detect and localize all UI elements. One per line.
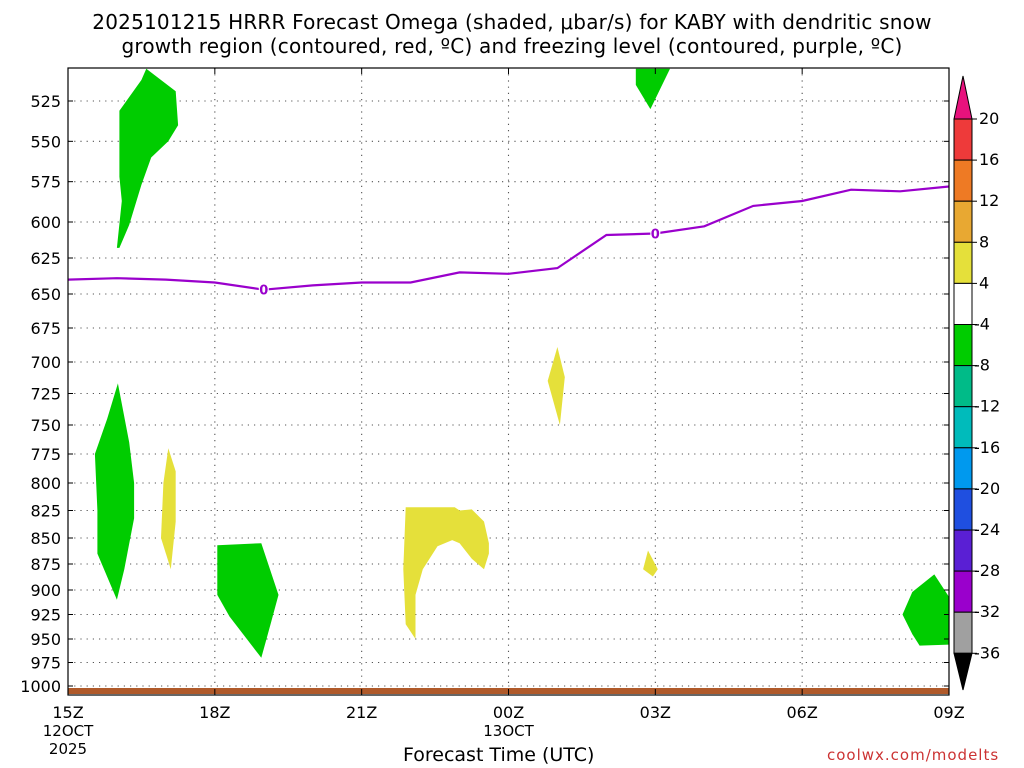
colorbar-segment xyxy=(953,159,973,202)
omega-shading xyxy=(94,68,949,658)
omega-region-green xyxy=(902,574,949,646)
colorbar-segment xyxy=(953,118,973,161)
y-tick-label: 875 xyxy=(30,555,61,574)
freezing-level-label-bg xyxy=(258,282,269,297)
freezing-level-label-bg xyxy=(650,226,661,241)
colorbar-label: 8 xyxy=(979,232,989,251)
y-tick-label: 750 xyxy=(30,416,61,435)
omega-region-green xyxy=(94,383,135,600)
colorbar-bottom-arrow xyxy=(953,652,973,691)
x-tick-label: 09Z xyxy=(933,703,964,722)
omega-region-green xyxy=(635,68,670,110)
omega-region-yellow xyxy=(403,507,489,639)
colorbar-label: 4 xyxy=(979,273,989,292)
freezing-level-layer: 00 xyxy=(68,185,949,299)
y-tick-label: 725 xyxy=(30,385,61,404)
y-tick-label: 900 xyxy=(30,581,61,600)
omega-region-yellow xyxy=(547,347,565,425)
y-tick-label: 925 xyxy=(30,606,61,625)
freezing-level-label: 0 xyxy=(259,284,268,299)
watermark-link[interactable]: coolwx.com/modelts xyxy=(827,746,1000,764)
y-tick-label: 975 xyxy=(30,654,61,673)
colorbar-top-arrow xyxy=(953,75,973,120)
omega-region-green xyxy=(116,68,179,248)
freezing-level-line xyxy=(68,185,949,291)
colorbar-segment xyxy=(953,282,973,325)
colorbar-segment xyxy=(953,488,973,531)
y-tick-label: 625 xyxy=(30,249,61,268)
colorbar-label: -8 xyxy=(974,356,990,375)
y-tick-label: 575 xyxy=(30,173,61,192)
freezing-level-label: 0 xyxy=(651,228,660,243)
colorbar-segment xyxy=(953,406,973,449)
omega-region-yellow xyxy=(643,550,658,577)
chart-title-line-2: growth region (contoured, red, ºC) and f… xyxy=(121,34,903,58)
colorbar-label: 16 xyxy=(979,150,999,169)
y-tick-label: 675 xyxy=(30,319,61,338)
colorbar-label: -32 xyxy=(974,602,1000,621)
x-tick-label: 18Z xyxy=(199,703,230,722)
colorbar-label: -24 xyxy=(974,520,1000,539)
colorbar-segment xyxy=(953,200,973,243)
x-tick-label: 00Z xyxy=(493,703,524,722)
colorbar: 20 16 12 8 4 -4 -8 -12 -16 -20 -24 -28 -32 -36 xyxy=(953,75,1000,691)
y-tick-label: 825 xyxy=(30,502,61,521)
y-tick-label: 850 xyxy=(30,529,61,548)
y-tick-label: 950 xyxy=(30,630,61,649)
colorbar-label: -20 xyxy=(974,479,1000,498)
x-tick-label: 03Z xyxy=(640,703,671,722)
x-tick-label: 21Z xyxy=(346,703,377,722)
x-tick-year-label: 2025 xyxy=(49,740,87,758)
colorbar-segment xyxy=(953,570,973,613)
colorbar-segment xyxy=(953,241,973,284)
colorbar-label: 20 xyxy=(979,109,999,128)
colorbar-label: -4 xyxy=(974,315,990,334)
colorbar-segment xyxy=(953,611,973,654)
y-tick-label: 1000 xyxy=(20,677,61,696)
x-tick-label: 06Z xyxy=(787,703,818,722)
colorbar-segment xyxy=(953,447,973,490)
omega-region-green xyxy=(217,543,279,658)
colorbar-segment xyxy=(953,365,973,408)
x-axis-title: Forecast Time (UTC) xyxy=(403,744,595,766)
y-tick-label: 600 xyxy=(30,213,61,232)
y-tick-label: 525 xyxy=(30,92,61,111)
omega-region-yellow xyxy=(161,448,176,570)
y-tick-label: 775 xyxy=(30,445,61,464)
y-tick-label: 550 xyxy=(30,132,61,151)
colorbar-label: -28 xyxy=(974,561,1000,580)
colorbar-segment xyxy=(953,529,973,572)
colorbar-label: -12 xyxy=(974,397,1000,416)
x-tick-label: 15Z xyxy=(52,703,83,722)
y-tick-label: 650 xyxy=(30,285,61,304)
colorbar-label: 12 xyxy=(979,191,999,210)
x-tick-date-label: 13OCT xyxy=(483,722,534,740)
x-tick-date-label: 12OCT xyxy=(43,722,94,740)
y-tick-label: 700 xyxy=(30,353,61,372)
y-tick-label: 800 xyxy=(30,474,61,493)
grid xyxy=(68,68,949,695)
y-axis: 525 550 575 600 625 650 675 700 725 750 775 800 825 8… xyxy=(20,92,949,696)
chart-title-line-1: 2025101215 HRRR Forecast Omega (shaded, … xyxy=(92,10,932,34)
colorbar-label: -36 xyxy=(974,643,1000,662)
colorbar-segment xyxy=(953,324,973,367)
colorbar-label: -16 xyxy=(974,438,1000,457)
